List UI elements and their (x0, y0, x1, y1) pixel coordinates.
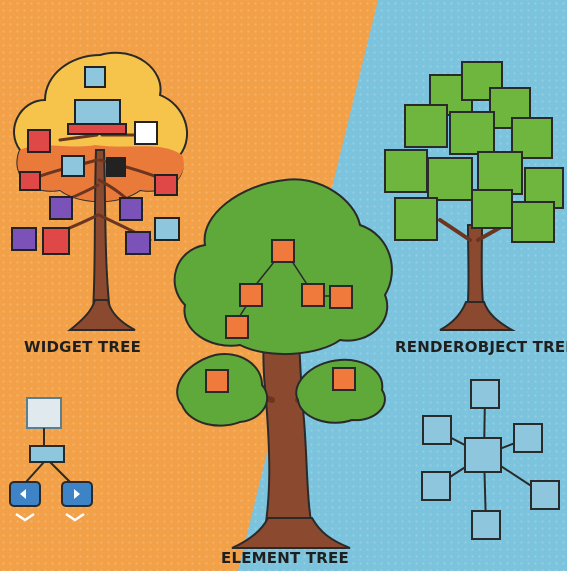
element-tree-label: ELEMENT TREE (221, 549, 349, 567)
widget-stack-icon (9, 397, 93, 522)
render-network-icon (421, 379, 560, 540)
renderobject-tree-icon (384, 61, 564, 331)
widget-tree-icon (11, 51, 189, 331)
renderobject-tree-label: RENDEROBJECT TREE (395, 338, 567, 356)
widget-tree-label: WIDGET TREE (24, 338, 142, 356)
element-tree-icon (173, 178, 393, 549)
